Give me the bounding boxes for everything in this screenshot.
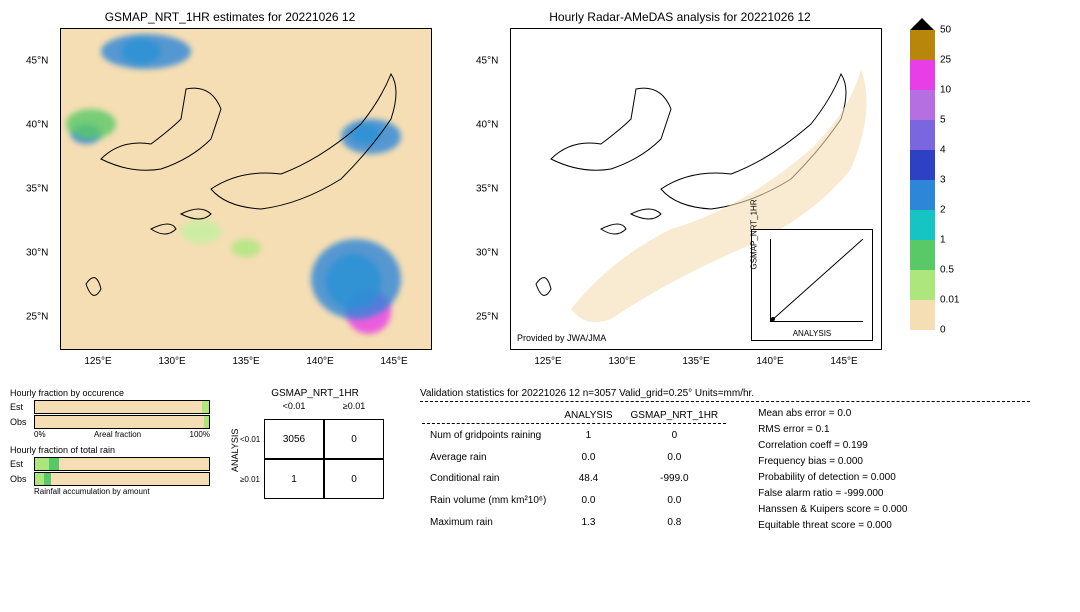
metric-line: Probability of detection = 0.000 xyxy=(758,470,907,486)
metric-line: Mean abs error = 0.0 xyxy=(758,406,907,422)
ct-cell: 0 xyxy=(324,419,384,459)
ct-cell: 3056 xyxy=(264,419,324,459)
colorbar-col: 502510543210.50.010 xyxy=(910,10,1030,370)
metric-line: RMS error = 0.1 xyxy=(758,422,907,438)
credit-text: Provided by JWA/JMA xyxy=(517,333,606,343)
metric-line: False alarm ratio = -999.000 xyxy=(758,486,907,502)
metric-line: Hanssen & Kuipers score = 0.000 xyxy=(758,502,907,518)
bar-est-tr xyxy=(34,457,210,471)
gsmap-map: 125°E130°E135°E140°E145°E25°N30°N35°N40°… xyxy=(60,28,432,350)
figure-container: GSMAP_NRT_1HR estimates for 20221026 12 … xyxy=(10,10,1070,580)
radar-panel: Hourly Radar-AMeDAS analysis for 2022102… xyxy=(460,10,900,370)
inset-ylabel: GSMAP_NRT_1HR xyxy=(750,199,759,269)
radar-map: Provided by JWA/JMA ANALYSIS GSMAP_NRT_1… xyxy=(510,28,882,350)
inset-axes xyxy=(770,239,863,322)
bottom-section: Hourly fraction by occurence Est Obs 0%A… xyxy=(10,388,1030,580)
validation-stats: Validation statistics for 20221026 12 n=… xyxy=(420,388,1030,580)
bar-label-est: Est xyxy=(10,402,34,412)
ct-cell: 0 xyxy=(324,459,384,499)
radar-title: Hourly Radar-AMeDAS analysis for 2022102… xyxy=(460,10,900,24)
ct-cell: 1 xyxy=(264,459,324,499)
metric-line: Equitable threat score = 0.000 xyxy=(758,518,907,534)
colorbar: 502510543210.50.010 xyxy=(910,30,935,350)
totalrain-title: Hourly fraction of total rain xyxy=(10,445,210,455)
ct-side-label: ANALYSIS xyxy=(230,401,240,499)
occurrence-title: Hourly fraction by occurence xyxy=(10,388,210,398)
bar-obs-occ xyxy=(34,415,210,429)
gsmap-title: GSMAP_NRT_1HR estimates for 20221026 12 xyxy=(10,10,450,24)
metric-line: Frequency bias = 0.000 xyxy=(758,454,907,470)
inset-xlabel: ANALYSIS xyxy=(752,329,872,338)
bar-label-obs: Obs xyxy=(10,417,34,427)
bar-obs-tr xyxy=(34,472,210,486)
metric-line: Correlation coeff = 0.199 xyxy=(758,438,907,454)
bar-est-occ xyxy=(34,400,210,414)
colorbar-overflow-icon xyxy=(910,18,934,30)
metrics-list: Mean abs error = 0.0RMS error = 0.1Corre… xyxy=(758,406,907,534)
gsmap-panel: GSMAP_NRT_1HR estimates for 20221026 12 … xyxy=(10,10,450,370)
fraction-bars: Hourly fraction by occurence Est Obs 0%A… xyxy=(10,388,210,580)
scatter-inset: ANALYSIS GSMAP_NRT_1HR xyxy=(751,229,873,341)
ct-title: GSMAP_NRT_1HR xyxy=(230,388,400,399)
contingency-table: GSMAP_NRT_1HR ANALYSIS <0.01 ≥0.01 <0.01… xyxy=(230,388,400,580)
coastline-svg xyxy=(61,29,431,349)
stats-title: Validation statistics for 20221026 12 n=… xyxy=(420,388,1030,402)
stats-table: ANALYSIS GSMAP_NRT_1HR Num of gridpoints… xyxy=(420,406,728,534)
